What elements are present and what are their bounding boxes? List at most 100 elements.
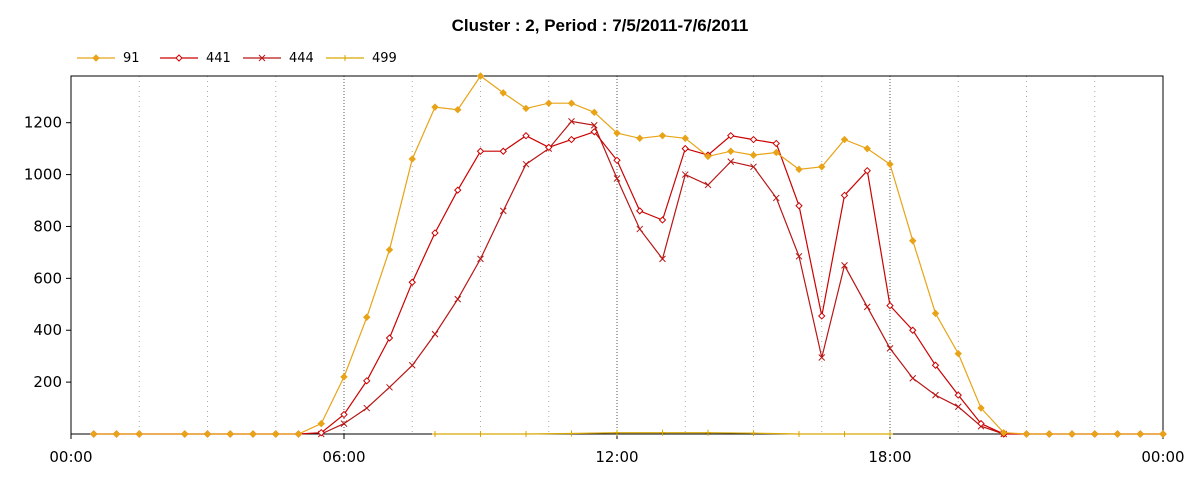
data-point [772,148,780,157]
data-point [1136,430,1144,438]
data-point [727,131,735,140]
data-point [590,108,598,117]
data-point [340,420,348,427]
data-point [909,374,917,382]
data-point [477,255,484,263]
series-499 [432,429,893,437]
data-point [909,237,917,245]
legend-item-441: 441 [160,51,231,66]
data-point [454,295,462,303]
data-point [614,429,620,436]
data-point [931,309,940,318]
data-point [840,191,849,200]
data-point [772,194,780,202]
data-point [363,377,371,385]
data-point [613,156,621,165]
data-point [1068,430,1076,438]
series-line [93,131,1163,435]
data-point [977,404,985,412]
y-tick-label: 800 [33,217,62,235]
data-point [977,419,985,428]
data-point [659,255,666,263]
data-point [796,431,802,437]
data-point [590,128,598,136]
data-point [886,160,894,168]
data-point [658,131,667,140]
legend-label: 441 [206,51,231,66]
data-point [749,135,758,144]
data-point [90,430,98,438]
data-point [294,430,303,438]
data-point [454,106,462,114]
data-point [523,431,529,437]
series-line [93,75,1163,435]
chart-series [90,72,1167,438]
data-point [567,99,576,107]
data-point [863,166,871,175]
x-tick-label: 18:00 [868,448,911,466]
data-point [841,431,848,437]
series-441 [90,128,1167,438]
data-point [363,404,371,412]
data-point [818,312,826,320]
data-point [522,104,530,113]
chart-axes: 200 400 600 800 1000 1200 00:00 06:00 12:00 18:00… [24,114,1185,466]
data-point [749,151,758,159]
data-point [499,207,507,215]
data-point [863,144,871,153]
data-point [681,134,689,142]
data-point [727,158,735,165]
data-point [590,121,598,129]
y-tick-label: 600 [33,269,62,287]
data-point [386,383,393,391]
data-point [175,54,183,62]
data-point [340,373,348,381]
legend-label: 444 [289,51,314,66]
legend-label: 499 [372,51,397,66]
data-point [887,431,893,437]
data-point [432,431,438,437]
legend-item-444: 444 [243,51,314,66]
data-point [636,225,644,233]
data-point [226,430,234,438]
data-point [340,410,348,419]
data-point [863,303,871,311]
data-point [545,99,553,107]
data-point [772,139,780,148]
data-point [795,252,803,260]
data-point [1000,428,1008,437]
data-point [932,391,939,399]
x-tick-label: 00:00 [1141,448,1184,466]
data-point [818,163,826,171]
data-point [272,430,280,438]
chart-title: Cluster : 2, Period : 7/5/2011-7/6/2011 [452,16,749,35]
data-point [431,229,439,237]
data-point [408,278,416,286]
data-point [249,430,257,438]
data-point [659,429,666,436]
data-point [408,155,416,163]
data-point [705,429,711,436]
legend-item-91: 91 [77,51,140,66]
data-point [613,175,621,182]
data-point [886,301,894,310]
data-point [658,216,667,224]
x-tick-label: 12:00 [595,448,638,466]
data-point [727,147,735,155]
chart-legend: 91 441 444 499 [77,51,397,66]
data-point [931,361,940,369]
data-point [840,135,849,144]
data-point [954,349,962,358]
data-point [385,246,394,254]
data-point [431,103,439,111]
data-point [181,430,189,438]
data-point [1113,430,1122,438]
y-tick-label: 1200 [24,114,62,132]
data-point [476,147,485,155]
data-point [203,430,212,438]
data-point [522,131,530,140]
data-point [112,430,121,438]
data-point [454,186,462,194]
x-tick-label: 00:00 [49,448,92,466]
